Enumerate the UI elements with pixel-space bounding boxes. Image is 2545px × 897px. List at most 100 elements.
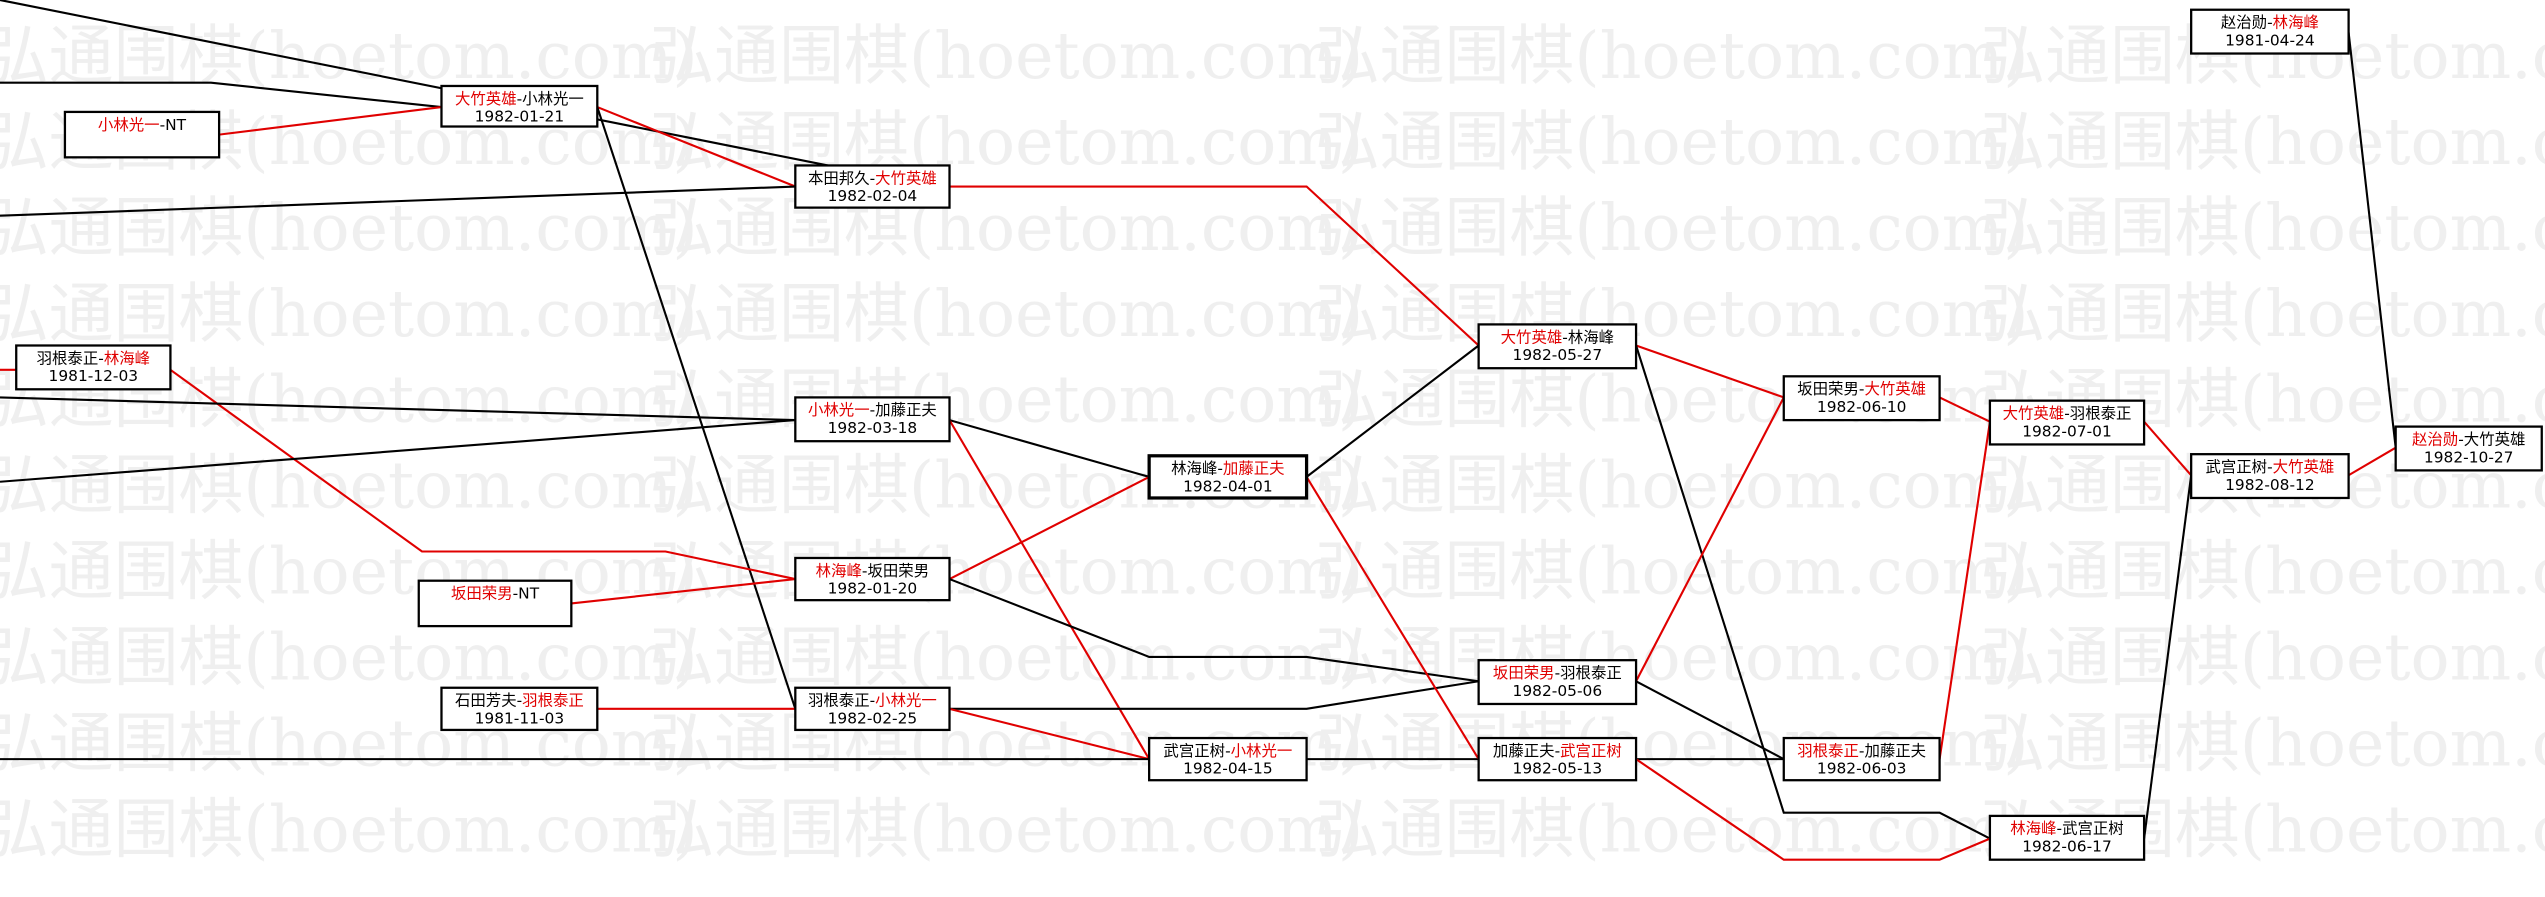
player-2: 武宫正树	[1560, 742, 1622, 760]
game-date: 1981-11-03	[475, 709, 565, 727]
game-box-frame	[794, 556, 951, 602]
game-date: 1982-05-13	[1513, 760, 1603, 778]
separator: -	[1562, 328, 1568, 346]
game-box-frame	[1477, 736, 1638, 782]
watermark-text: 弘通围棋(hoetom.com)	[649, 535, 1363, 610]
game-box-frame	[440, 686, 599, 732]
game-players: 大竹英雄-小林光一	[455, 90, 584, 108]
player-2: 小林光一	[522, 90, 584, 108]
watermark-text: 弘通围棋(hoetom.com)	[1315, 793, 2029, 868]
game-box-frame	[63, 110, 221, 159]
game-box-frame	[1782, 375, 1941, 422]
connector-line	[1939, 396, 1991, 423]
watermark-text: 弘通围棋(hoetom.com)	[1315, 621, 2029, 696]
game-date: 1982-02-04	[828, 187, 918, 205]
player-2: 大竹英雄	[2273, 458, 2335, 476]
connector-line	[1635, 344, 1785, 399]
game-box-frame	[1782, 736, 1941, 782]
watermark-text: 弘通围棋(hoetom.com)	[649, 621, 1363, 696]
game-players: 赵治勋-林海峰	[2221, 14, 2319, 32]
player-2: 大竹英雄	[2464, 430, 2526, 448]
game-date: 1981-12-03	[49, 367, 139, 385]
player-1: 小林光一	[98, 116, 160, 134]
game-box-frame	[1988, 399, 2146, 446]
game-box-frame	[1148, 736, 1308, 782]
game-date: 1982-06-10	[1817, 398, 1907, 416]
watermark-text: 弘通围棋(hoetom.com)	[1980, 707, 2545, 782]
game-players: 坂田荣男-羽根泰正	[1493, 664, 1622, 682]
game-date: 1982-08-12	[2225, 476, 2315, 494]
game-players: 大竹英雄-林海峰	[1501, 328, 1614, 346]
game-box-frame	[794, 164, 951, 209]
connector-line	[2347, 32, 2397, 448]
watermark-text: 弘通围棋(hoetom.com)	[649, 19, 1363, 94]
connector-line	[218, 106, 442, 136]
separator: -	[517, 90, 523, 108]
player-1: 武宫正树	[2205, 458, 2267, 476]
player-1: 大竹英雄	[2003, 404, 2065, 422]
player-2: 加藤正夫	[875, 401, 937, 419]
game-box[interactable]: 坂田荣男-NT	[417, 579, 573, 628]
game-date: 1981-04-24	[2225, 31, 2315, 49]
game-date: 1982-04-01	[1183, 477, 1273, 495]
game-date: 1982-05-27	[1513, 346, 1603, 364]
game-players: 羽根泰正-加藤正夫	[1797, 742, 1926, 760]
watermark-text: 弘通围棋(hoetom.com)	[1315, 277, 2029, 352]
game-box-frame	[794, 686, 951, 732]
player-1: 加藤正夫	[1493, 742, 1555, 760]
player-2: 坂田荣男	[867, 562, 929, 580]
watermark-text: 弘通围棋(hoetom.com)	[0, 277, 698, 352]
separator: -	[2057, 820, 2063, 838]
separator: -	[1225, 742, 1231, 760]
watermark-text: 弘通围棋(hoetom.com)	[1980, 105, 2545, 180]
watermark-text: 弘通围棋(hoetom.com)	[0, 793, 698, 868]
game-date: 1982-03-18	[828, 419, 918, 437]
game-boxes: 大竹英雄-小林光一1982-01-21小林光一-NT本田邦久-大竹英雄1982-…	[15, 8, 2543, 861]
player-1: 本田邦久	[808, 169, 870, 187]
separator: -	[2267, 14, 2273, 32]
player-2: 加藤正夫	[1864, 742, 1926, 760]
player-1: 武宫正树	[1163, 742, 1225, 760]
connector-line	[949, 680, 1479, 710]
watermark-text: 弘通围棋(hoetom.com)	[0, 621, 698, 696]
player-1: 赵治勋	[2412, 430, 2458, 448]
player-1: 羽根泰正	[808, 692, 870, 710]
game-box-frame	[417, 579, 573, 628]
connector-line	[1635, 680, 1785, 761]
separator: -	[2064, 404, 2070, 422]
player-2: 羽根泰正	[522, 692, 584, 710]
player-2: 小林光一	[875, 692, 937, 710]
watermark-text: 弘通围棋(hoetom.com)	[649, 105, 1363, 180]
connector-line	[1938, 421, 1991, 760]
player-2: NT	[165, 116, 187, 134]
game-box[interactable]: 小林光一-NT	[63, 110, 221, 159]
player-1: 林海峰	[2010, 820, 2056, 838]
watermark-text: 弘通围棋(hoetom.com)	[649, 277, 1363, 352]
separator: -	[1859, 742, 1865, 760]
watermark-text: 弘通围棋(hoetom.com)	[1980, 277, 2545, 352]
game-box-frame	[794, 396, 951, 443]
game-players: 武宫正树-大竹英雄	[2205, 458, 2334, 476]
connector-line	[1305, 344, 1480, 478]
connector-line	[1635, 758, 1991, 861]
